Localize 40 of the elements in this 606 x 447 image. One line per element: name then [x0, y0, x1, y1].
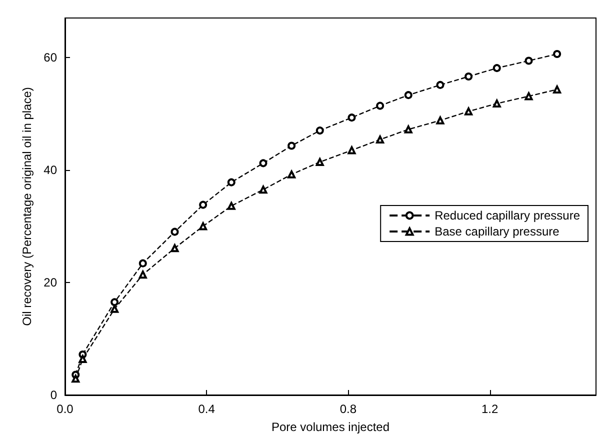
x-tick-label: 0.8 — [340, 402, 357, 416]
point — [404, 91, 412, 100]
point — [348, 114, 356, 122]
point — [524, 92, 533, 100]
point — [492, 64, 501, 72]
point — [227, 202, 236, 210]
point — [436, 80, 444, 89]
point — [170, 228, 179, 236]
point — [553, 50, 562, 58]
point — [436, 116, 444, 124]
point — [259, 159, 268, 168]
point — [110, 304, 119, 313]
x-tick-label: 1.2 — [481, 402, 498, 416]
y-tick-label: 20 — [44, 275, 58, 290]
x-axis-title: Pore volumes injected — [271, 420, 390, 434]
y-tick-label: 0 — [50, 388, 58, 402]
point — [464, 72, 473, 81]
y-axis-title: Oil recovery (Percentage original oil in place) — [20, 87, 34, 326]
point — [227, 178, 236, 186]
point — [138, 259, 147, 268]
point — [404, 125, 412, 134]
point — [78, 354, 87, 363]
y-tick-label: 40 — [44, 162, 58, 177]
legend-label: Reduced capillary pressure — [434, 208, 580, 222]
point — [72, 374, 80, 383]
point — [316, 126, 324, 135]
x-tick-label: 0.4 — [198, 402, 216, 416]
point — [348, 146, 356, 154]
point — [288, 170, 296, 178]
point — [199, 200, 208, 209]
legend-label: Base capillary pressure — [434, 224, 560, 238]
x-tick-label: 0.0 — [56, 402, 74, 416]
point — [464, 107, 473, 116]
point — [110, 298, 119, 306]
point — [199, 222, 208, 230]
point — [553, 85, 562, 94]
point — [376, 102, 384, 110]
point — [524, 56, 533, 65]
point — [288, 142, 296, 150]
y-tick-label: 60 — [44, 50, 58, 64]
